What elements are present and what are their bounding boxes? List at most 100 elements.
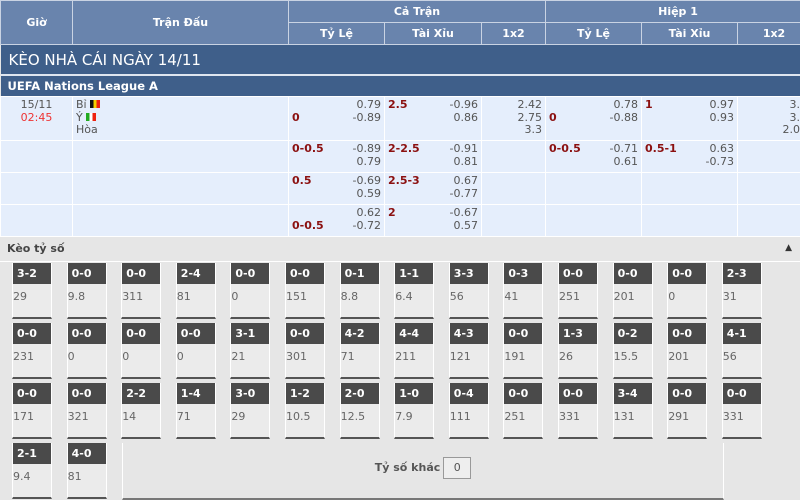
score-cell[interactable]: 0-0 251 bbox=[558, 263, 598, 319]
odds-value[interactable]: 0.67 bbox=[453, 174, 479, 187]
odds-value[interactable]: 3.3 bbox=[524, 123, 543, 136]
odds-value[interactable]: 0.81 bbox=[453, 154, 479, 168]
score-cell[interactable]: 0-0 201 bbox=[612, 263, 653, 319]
score-cell[interactable]: 0-2 15.5 bbox=[612, 323, 653, 379]
ft-over-under-odds[interactable]: 2 -0.67 0.57 bbox=[388, 206, 479, 232]
score-cell[interactable]: 3-4 131 bbox=[612, 383, 653, 439]
score-cell[interactable]: 0-1 8.8 bbox=[339, 263, 380, 319]
score-cell[interactable]: 4-2 71 bbox=[339, 323, 380, 379]
score-cell[interactable]: 0-0 201 bbox=[667, 323, 708, 379]
odds-value[interactable]: 3.5 bbox=[789, 110, 800, 124]
odds-value[interactable]: 0.78 bbox=[613, 98, 639, 111]
score-cell[interactable]: 4-3 121 bbox=[448, 323, 489, 379]
score-cell[interactable]: 0-0 191 bbox=[503, 323, 544, 379]
odds-value[interactable]: -0.89 bbox=[352, 142, 381, 155]
odds-value[interactable]: 3.1 bbox=[789, 98, 800, 111]
odds-value[interactable]: 0.62 bbox=[356, 206, 382, 219]
away-team[interactable]: Ý bbox=[76, 110, 83, 124]
score-cell[interactable]: 0-0 0 bbox=[175, 323, 216, 379]
score-cell[interactable]: 4-0 81 bbox=[66, 443, 107, 499]
h1-handicap-odds[interactable]: 0-0.5 -0.71 0.61 bbox=[549, 142, 639, 168]
h1-over-under-odds[interactable]: 0.5-1 0.63 -0.73 bbox=[645, 142, 735, 168]
score-cell[interactable]: 0-0 331 bbox=[721, 383, 762, 439]
correct-score-header[interactable]: Kèo tỷ số ▲ bbox=[0, 235, 800, 262]
score-cell[interactable]: 0-0 321 bbox=[66, 383, 107, 439]
score-cell[interactable]: 0-0 9.8 bbox=[66, 263, 107, 319]
odds-value[interactable]: 0.97 bbox=[709, 98, 735, 111]
score-cell[interactable]: 2-3 31 bbox=[721, 263, 762, 319]
other-score-value[interactable]: 0 bbox=[443, 457, 472, 479]
odds-value[interactable]: 0.93 bbox=[709, 110, 735, 124]
home-team[interactable]: Bỉ bbox=[76, 98, 87, 111]
score-cell[interactable]: 3-0 29 bbox=[230, 383, 271, 439]
score-cell[interactable]: 1-4 71 bbox=[175, 383, 216, 439]
score-label: 0-0 bbox=[613, 263, 652, 284]
score-label: 0-0 bbox=[286, 323, 324, 344]
score-cell[interactable]: 4-1 56 bbox=[721, 323, 762, 379]
h1-over-under-odds[interactable]: 1 0.97 0.93 bbox=[645, 98, 735, 124]
score-cell[interactable]: 0-0 171 bbox=[12, 383, 52, 439]
score-cell[interactable]: 1-1 6.4 bbox=[394, 263, 435, 319]
score-label: 2-0 bbox=[340, 383, 379, 404]
score-cell[interactable]: 0-0 311 bbox=[121, 263, 162, 319]
ft-over-under-odds[interactable]: 2.5-3 0.67 -0.77 bbox=[388, 174, 479, 200]
score-cell[interactable]: 1-3 26 bbox=[558, 323, 598, 379]
score-cell[interactable]: 0-0 301 bbox=[285, 323, 325, 379]
caret-up-icon[interactable]: ▲ bbox=[785, 243, 792, 253]
score-cell[interactable]: 0-0 0 bbox=[230, 263, 271, 319]
odds-value[interactable]: -0.96 bbox=[449, 98, 478, 111]
ft-handicap-odds[interactable]: 0-0.5 -0.89 0.79 bbox=[292, 142, 382, 168]
score-cell[interactable]: 0-0 251 bbox=[503, 383, 544, 439]
odds-value[interactable]: 2.42 bbox=[517, 98, 543, 111]
score-cell[interactable]: 0-0 0 bbox=[66, 323, 107, 379]
score-cell[interactable]: 3-2 29 bbox=[12, 263, 52, 319]
odds-value[interactable]: -0.67 bbox=[449, 206, 478, 219]
odds-value[interactable]: 0.59 bbox=[356, 186, 382, 200]
score-cell[interactable]: 4-4 211 bbox=[394, 323, 435, 379]
odds-value[interactable]: -0.89 bbox=[352, 110, 381, 124]
score-cell[interactable]: 0-0 151 bbox=[285, 263, 325, 319]
odds-value[interactable]: -0.73 bbox=[705, 154, 735, 168]
odds-value[interactable]: -0.77 bbox=[449, 186, 478, 200]
odds-value[interactable]: 0.57 bbox=[453, 218, 479, 232]
odds-value[interactable]: 0.61 bbox=[613, 154, 639, 168]
score-cell[interactable]: 1-0 7.9 bbox=[394, 383, 435, 439]
time-cell bbox=[0, 172, 73, 205]
odds-value[interactable]: -0.69 bbox=[352, 174, 381, 187]
odds-value[interactable]: 0.79 bbox=[356, 98, 382, 111]
score-cell[interactable]: 2-1 9.4 bbox=[12, 443, 52, 499]
score-cell[interactable]: 1-2 10.5 bbox=[285, 383, 325, 439]
ft-over-under-line: 2-2.5 bbox=[388, 142, 420, 155]
score-cell[interactable]: 3-3 56 bbox=[448, 263, 489, 319]
odds-value[interactable]: -0.88 bbox=[609, 110, 639, 124]
score-label: 2-1 bbox=[13, 443, 51, 464]
score-cell[interactable]: 0-0 231 bbox=[12, 323, 52, 379]
score-cell[interactable]: 2-2 14 bbox=[121, 383, 162, 439]
score-label: 0-0 bbox=[13, 383, 51, 404]
odds-value[interactable]: 0.86 bbox=[453, 110, 479, 124]
odds-value[interactable]: -0.72 bbox=[352, 218, 381, 232]
odds-value[interactable]: -0.91 bbox=[449, 142, 478, 155]
score-cell[interactable]: 0-0 291 bbox=[667, 383, 708, 439]
score-cell[interactable]: 0-3 41 bbox=[503, 263, 544, 319]
score-cell[interactable]: 0-0 0 bbox=[667, 263, 708, 319]
odds-value[interactable]: 0.63 bbox=[709, 142, 735, 155]
ft-handicap-odds[interactable]: 0 0.79 -0.89 bbox=[292, 98, 382, 124]
score-cell[interactable]: 0-0 0 bbox=[121, 323, 162, 379]
ft-handicap-odds[interactable]: 0-0.5 0.62 -0.72 bbox=[292, 206, 382, 232]
score-cell[interactable]: 3-1 21 bbox=[230, 323, 271, 379]
odds-value[interactable]: 0.79 bbox=[356, 154, 382, 168]
score-cell[interactable]: 2-4 81 bbox=[175, 263, 216, 319]
odds-value[interactable]: 2.75 bbox=[517, 110, 543, 124]
ft-handicap-odds[interactable]: 0.5 -0.69 0.59 bbox=[292, 174, 382, 200]
score-cell[interactable]: 0-0 331 bbox=[558, 383, 598, 439]
h1-handicap: 0 0.78 -0.88 bbox=[545, 96, 643, 141]
odds-value[interactable]: -0.71 bbox=[609, 142, 639, 155]
score-cell[interactable]: 2-0 12.5 bbox=[339, 383, 380, 439]
ft-over-under-odds[interactable]: 2.5 -0.96 0.86 bbox=[388, 98, 479, 124]
score-cell[interactable]: 0-4 111 bbox=[448, 383, 489, 439]
ft-over-under-odds[interactable]: 2-2.5 -0.91 0.81 bbox=[388, 142, 479, 168]
score-label: 0-0 bbox=[231, 263, 270, 284]
odds-value[interactable]: 2.04 bbox=[782, 123, 800, 136]
h1-handicap-odds[interactable]: 0 0.78 -0.88 bbox=[549, 98, 639, 124]
